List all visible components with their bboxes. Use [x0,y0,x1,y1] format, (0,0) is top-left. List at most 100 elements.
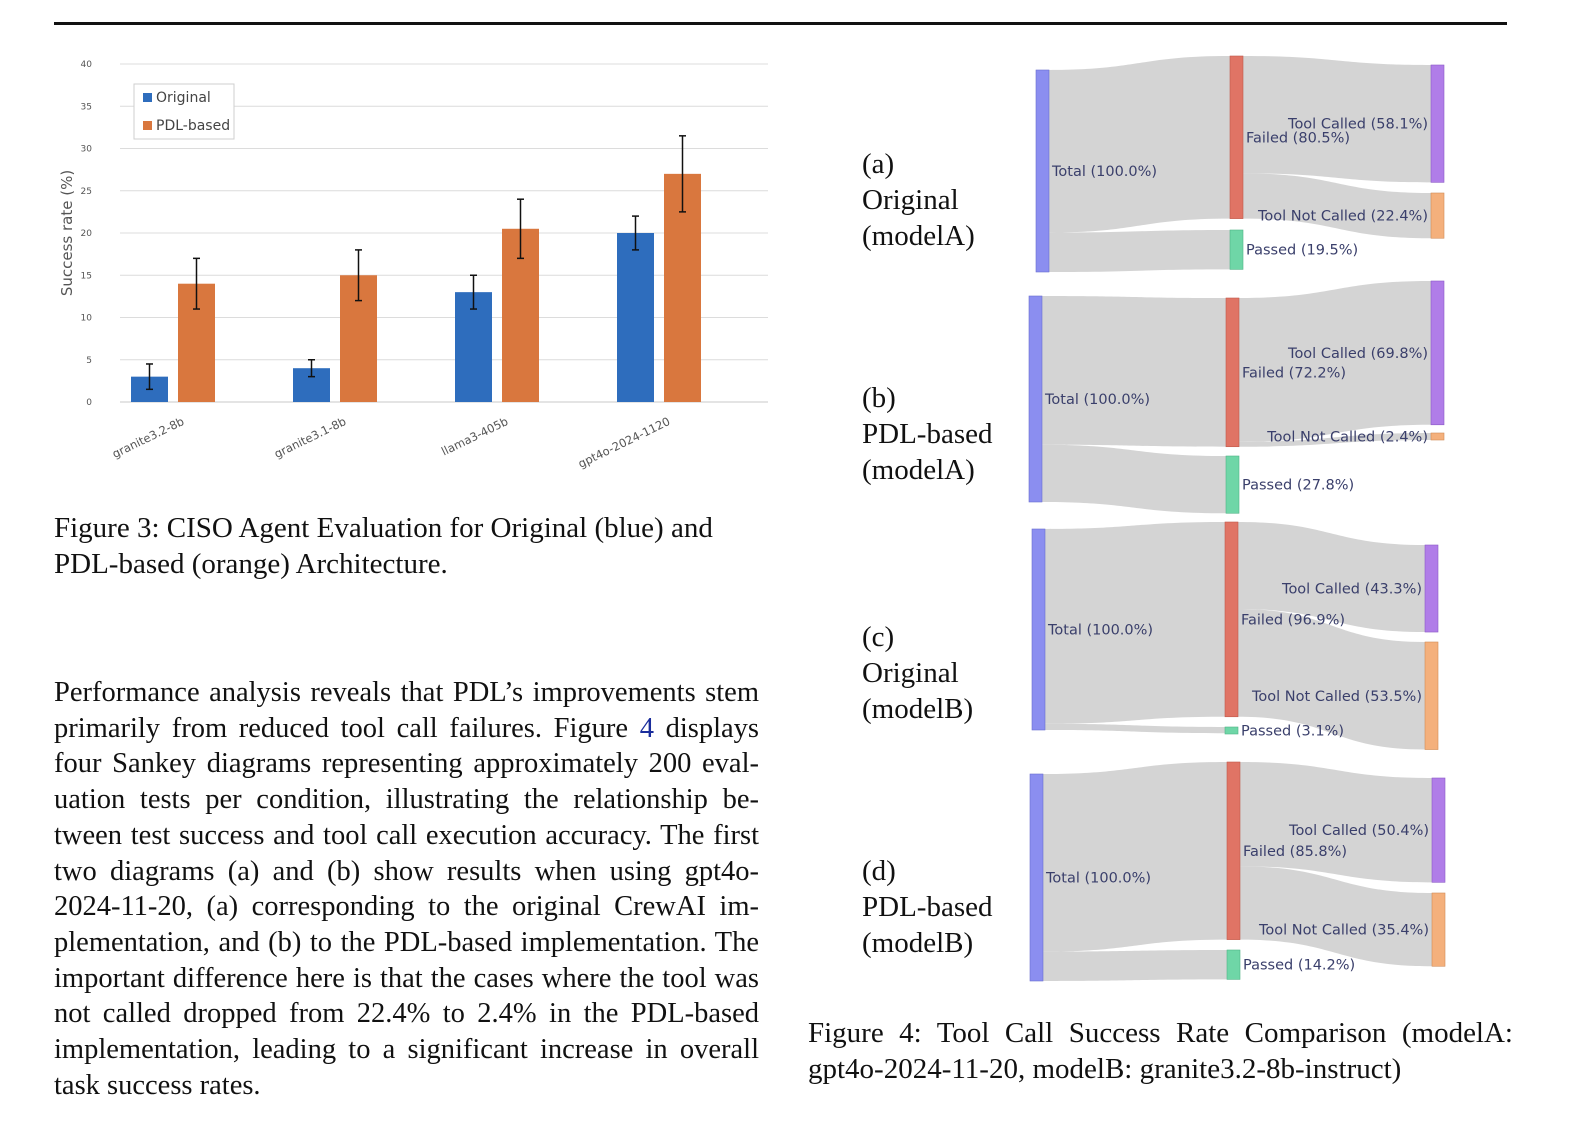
label-tool-not-called: Tool Not Called (2.4%) [1266,430,1428,446]
bar-original [455,292,492,402]
legend-label: Original [156,90,211,106]
label-passed: Passed (14.2%) [1243,958,1355,974]
label-tool-called: Tool Called (43.3%) [1281,582,1422,598]
y-tick-label: 15 [81,271,92,281]
body-text-part-2: displays four Sankey diagrams representi… [54,712,760,1101]
node-failed [1226,761,1241,940]
node-failed [1224,521,1239,718]
panel-c-line1: Original [862,657,959,689]
y-tick-label: 25 [81,187,92,197]
node-tool-not-called [1431,892,1446,967]
sankey-diagram-c: Total (100.0%) Failed (96.9%) Passed (3.1%… [1031,521,1439,750]
panel-b-line1: PDL-based [862,418,993,450]
x-tick-label: gpt4o-2024-1120 [576,414,672,471]
y-tick-label: 5 [86,356,92,366]
label-failed: Failed (85.8%) [1243,844,1347,860]
panel-label-c: (c) Original (modelB) [862,619,973,727]
panel-b-letter: (b) [862,382,896,414]
sankey-link [1049,56,1230,233]
label-failed: Failed (80.5%) [1246,130,1350,146]
y-tick-label: 20 [81,229,93,239]
label-tool-called: Tool Called (58.1%) [1287,117,1428,133]
y-axis-label: Success rate (%) [58,170,76,296]
label-tool-called: Tool Called (69.8%) [1287,346,1428,362]
node-total [1031,528,1046,731]
node-passed [1229,229,1244,270]
node-tool-called [1430,280,1445,426]
node-total [1028,295,1043,503]
x-tick-label: llama3-405b [439,414,510,458]
x-tick-label: granite3.1-8b [272,414,348,461]
node-tool-not-called [1430,192,1445,239]
legend-swatch-pdl-based [143,121,152,130]
sankey-link [1049,230,1230,272]
sankey-link [1238,522,1425,633]
sankey-link [1045,723,1225,734]
panel-c-line2: (modelB) [862,693,974,725]
bar-chart: 0 5 10 15 20 25 30 35 40 Success rate (%) granite3… [58,60,768,471]
sankey-link [1240,866,1432,967]
sankey-link [1238,609,1425,750]
legend-label: PDL-based [156,118,230,134]
panel-label-b: (b) PDL-based (modelA) [862,380,992,488]
panel-b-line2: (modelA) [862,454,975,486]
node-total [1035,69,1050,273]
label-tool-called: Tool Called (50.4%) [1288,823,1429,839]
figure-3-caption: Figure 3: CISO Agent Evaluation for Orig… [54,512,713,580]
panel-a-line1: Original [862,184,959,216]
node-failed [1225,297,1240,448]
sankey-link [1042,444,1226,514]
sankey-link [1239,433,1431,447]
label-failed: Failed (96.9%) [1241,612,1345,628]
panel-a-letter: (a) [862,148,895,180]
panel-label-a: (a) Original (modelA) [862,146,975,254]
label-passed: Passed (27.8%) [1242,478,1354,494]
legend-swatch-original [143,93,152,102]
label-total: Total (100.0%) [1051,164,1157,180]
node-passed [1226,949,1241,980]
label-failed: Failed (72.2%) [1242,365,1346,381]
x-tick-label: granite3.2-8b [110,414,186,461]
sankey-diagrams: Total (100.0%) Failed (80.5%) Passed (19.5… [1028,55,1446,982]
panel-label-d: (d) PDL-based (modelB) [862,853,992,961]
node-tool-called [1424,544,1439,633]
sankey-diagram-d: Total (100.0%) Failed (85.8%) Passed (14.2… [1029,761,1446,982]
node-tool-not-called [1424,641,1439,750]
sankey-link [1243,173,1431,239]
sankey-diagram-b: Total (100.0%) Failed (72.2%) Passed (27.8… [1028,280,1445,514]
sankey-diagram-a: Total (100.0%) Failed (80.5%) Passed (19.5… [1035,55,1445,273]
body-text-part-1: Performance analysis reveals that PDL’s … [54,677,759,744]
label-tool-not-called: Tool Not Called (22.4%) [1257,209,1428,225]
label-total: Total (100.0%) [1047,623,1153,639]
label-passed: Passed (3.1%) [1241,724,1344,740]
panel-c-letter: (c) [862,621,895,653]
sankey-link [1045,522,1225,724]
label-tool-not-called: Tool Not Called (35.4%) [1258,923,1429,939]
sankey-link [1243,56,1431,183]
node-tool-called [1431,777,1446,883]
y-tick-label: 30 [81,145,93,155]
node-tool-called [1430,64,1445,183]
node-total [1029,773,1044,982]
sankey-link [1042,296,1226,447]
node-tool-not-called [1430,432,1445,441]
sankey-link [1239,281,1431,442]
sankey-link [1043,762,1227,952]
label-passed: Passed (19.5%) [1246,243,1358,259]
panel-d-line2: (modelB) [862,927,974,959]
figure-4-caption: Figure 4: Tool Call Success Rate Compari… [808,1017,1513,1085]
label-total: Total (100.0%) [1044,392,1150,408]
node-passed [1225,455,1240,514]
bar-original [617,233,654,402]
sankey-link [1043,950,1227,981]
node-passed [1224,726,1239,735]
y-tick-label: 35 [81,102,92,112]
label-tool-not-called: Tool Not Called (53.5%) [1251,689,1422,705]
node-failed [1229,55,1244,219]
panel-d-line1: PDL-based [862,891,993,923]
label-total: Total (100.0%) [1045,871,1151,887]
top-rule [54,22,1507,25]
sankey-link [1240,762,1432,883]
figure-4-reference-link[interactable]: 4 [639,712,654,744]
y-tick-label: 10 [81,314,93,324]
